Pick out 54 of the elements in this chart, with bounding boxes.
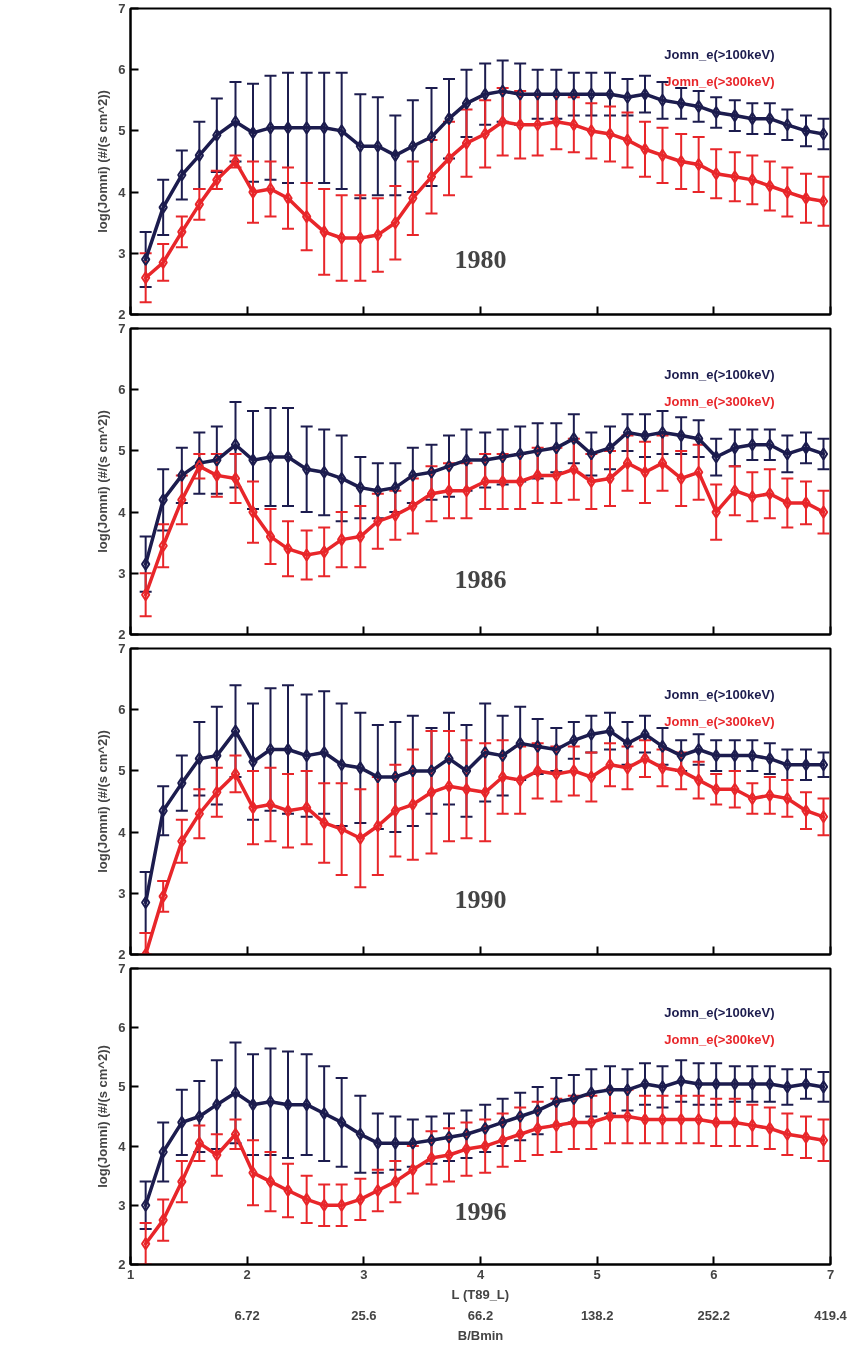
x-tick-label: 4 [476, 1266, 485, 1282]
y-tick-label: 5 [118, 123, 126, 139]
x-tick-label: 7 [826, 1266, 835, 1282]
text: 1980 [454, 244, 507, 274]
y-tick-label: 7 [118, 321, 126, 336]
x-tick-label: 5 [593, 1266, 601, 1282]
text: 1990 [454, 884, 507, 914]
y-axis-title: log(Jomni) (#/(s cm^2)) [95, 730, 111, 873]
text: 1996 [454, 1196, 507, 1226]
x-tick-label: 2 [243, 1266, 251, 1282]
y-axis-title: log(Jomni) (#/(s cm^2)) [95, 90, 111, 233]
x-tick-label: 6 [710, 1266, 718, 1282]
y-axis-title: log(Jomni) (#/(s cm^2)) [95, 410, 111, 553]
text: Jomn_e(>100keV) [664, 366, 775, 382]
text: 25.6 [351, 1307, 377, 1323]
y-tick-label: 6 [118, 702, 126, 718]
y-tick-label: 7 [118, 641, 126, 656]
text: Jomn_e(>300keV) [664, 74, 775, 90]
text: 138.2 [580, 1307, 614, 1323]
text: 66.2 [467, 1307, 494, 1323]
text: Jomn_e(>100keV) [664, 46, 775, 62]
x-tick-label: 3 [360, 1266, 368, 1282]
text: 1986 [454, 564, 507, 594]
y-tick-label: 4 [118, 824, 127, 840]
y-tick-label: 7 [118, 1, 126, 16]
y-tick-label: 2 [118, 307, 126, 322]
text: 6.72 [234, 1307, 260, 1323]
y-tick-label: 4 [118, 184, 127, 200]
y-tick-label: 6 [118, 62, 126, 78]
x-axis-title: L (T89_L) [451, 1286, 510, 1302]
y-tick-label: 2 [118, 947, 126, 962]
y-tick-label: 6 [118, 382, 126, 398]
x-tick-label: 1 [126, 1266, 135, 1282]
text: 252.2 [697, 1307, 731, 1323]
text: Jomn_e(>300keV) [664, 714, 775, 730]
y-tick-label: 4 [118, 1138, 127, 1154]
y-tick-label: 5 [118, 443, 126, 459]
y-tick-label: 4 [118, 504, 127, 520]
text: 419.4 [814, 1307, 848, 1323]
y-tick-label: 3 [118, 565, 126, 581]
text: Jomn_e(>100keV) [664, 686, 775, 702]
y-tick-label: 3 [118, 245, 126, 261]
text: Jomn_e(>300keV) [664, 1032, 775, 1048]
text: B/Bmin [457, 1327, 504, 1343]
y-tick-label: 5 [118, 1079, 126, 1095]
y-tick-label: 5 [118, 763, 126, 779]
y-tick-label: 6 [118, 1020, 126, 1036]
text: Jomn_e(>300keV) [664, 394, 775, 410]
y-tick-label: 3 [118, 885, 126, 901]
y-tick-label: 7 [118, 961, 126, 976]
y-axis-title: log(Jomni) (#/(s cm^2)) [95, 1045, 111, 1188]
y-tick-label: 3 [118, 1197, 126, 1213]
text: Jomn_e(>100keV) [664, 1005, 775, 1021]
y-tick-label: 2 [118, 627, 126, 642]
